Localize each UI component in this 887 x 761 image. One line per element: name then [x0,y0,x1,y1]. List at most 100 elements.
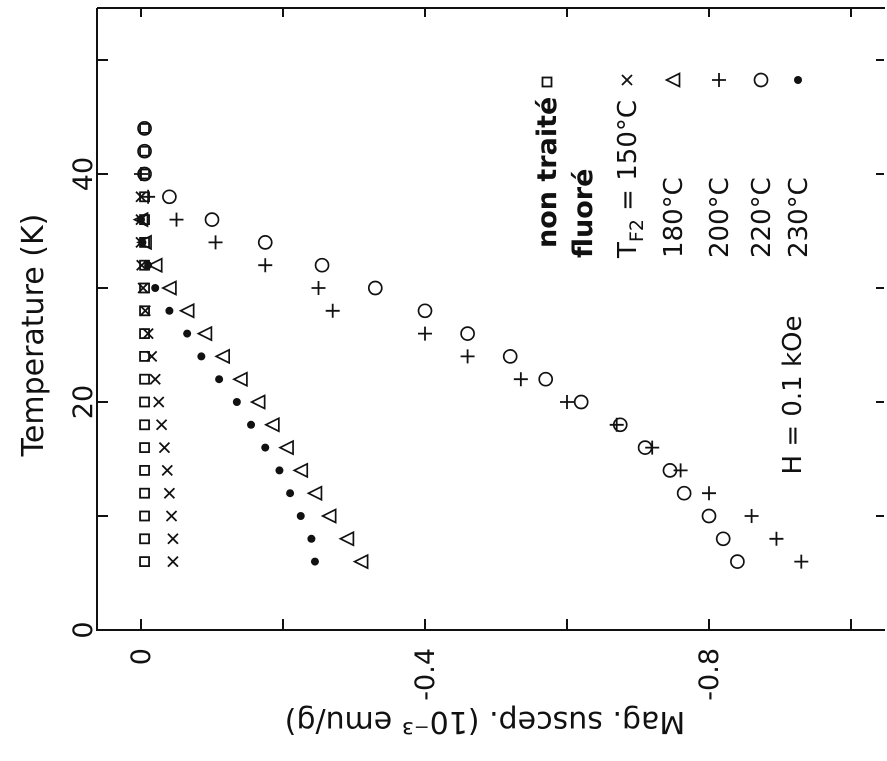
point-dot-13 [144,261,153,270]
point-x-8 [149,373,161,385]
point-triangle-3 [306,485,323,502]
point-dot-7 [232,398,241,406]
point-plus-11 [325,303,340,318]
point-triangle-5 [278,439,294,456]
point-square-12 [139,282,150,294]
point-triangle-11 [178,302,195,319]
point-x-7 [153,396,165,408]
point-plus-10 [418,326,432,341]
point-x-6 [155,419,168,431]
point-circle-16 [162,189,177,205]
point-dot-11 [165,306,174,315]
legend-label-0: non traité [532,97,563,248]
point-x-9 [146,350,158,363]
y-tick-label: 0 [126,648,157,665]
point-circle-7 [573,394,589,410]
point-triangle-1 [338,530,355,547]
point-triangle-9 [214,348,230,365]
x-axis-title: Temperature (K) [16,214,51,458]
legend-marker-plus [712,73,726,87]
point-circle-3 [676,485,692,501]
point-square-6 [139,419,150,431]
point-x-3 [163,487,176,499]
point-circle-18 [137,143,152,159]
point-triangle-2 [320,508,337,524]
legend: non traité fluoré TF2 = 150°C 180°C 200°C 220… [532,72,814,259]
point-dot-3 [286,489,295,498]
point-square-7 [139,396,150,408]
point-circle-4 [662,463,678,478]
legend-label-2: TF2 = 150°C [613,100,648,259]
point-circle-13 [314,257,330,273]
point-square-9 [139,350,150,362]
point-plus-16 [141,189,156,204]
x-tick-label: 0 [68,621,99,638]
point-plus-12 [311,281,326,295]
point-circle-1 [715,531,731,547]
point-plus-14 [208,235,223,250]
point-dot-0 [310,557,319,566]
point-square-18 [139,145,150,157]
point-plus-2 [744,509,759,523]
point-x-0 [167,555,179,568]
legend-label-1: fluoré [568,169,599,258]
point-square-11 [139,305,150,317]
point-circle-6 [612,417,628,433]
point-dot-1 [307,534,316,543]
axes [96,7,885,631]
point-plus-9 [460,349,475,364]
point-dot-10 [183,329,192,338]
point-triangle-13 [146,257,163,274]
point-circle-9 [502,349,518,364]
x-axis-line [96,8,885,631]
point-circle-15 [204,212,220,227]
point-x-16 [135,191,147,203]
point-plus-3 [702,486,716,501]
legend-label-4: 200°C [705,177,735,258]
point-dot-12 [151,284,160,292]
point-dot-6 [247,420,256,429]
point-dot-8 [215,375,224,384]
point-square-4 [139,464,150,476]
ticks: 0 20 40 0 -0.4 -0.8 [68,8,884,701]
point-triangle-10 [196,325,213,342]
point-plus-7 [560,395,574,409]
point-x-1 [167,533,179,545]
x-tick-label: 40 [68,157,99,191]
point-triangle-12 [160,280,177,296]
point-plus-0 [794,554,809,569]
field-annotation: H = 0.1 kOe [778,316,808,475]
point-square-5 [139,442,150,454]
legend-label-6: 230°C [784,177,814,258]
point-square-8 [139,373,150,385]
legend-marker-circle [753,72,769,88]
point-triangle-7 [249,394,266,410]
data-marks [132,121,809,570]
point-square-1 [139,533,150,545]
point-circle-8 [538,371,554,387]
point-circle-19 [137,121,152,136]
point-circle-2 [701,508,717,524]
point-dot-9 [197,352,206,361]
point-triangle-8 [231,371,248,388]
point-circle-10 [460,326,475,341]
point-plus-15 [169,212,184,227]
point-dot-2 [296,512,305,520]
point-dot-5 [261,443,270,452]
point-circle-5 [637,440,653,455]
y-tick-label: -0.4 [410,648,441,701]
point-plus-13 [258,258,273,273]
y-axis-title: Mag. suscep. (10⁻³ emu/g) [285,704,686,739]
point-circle-17 [137,166,152,182]
legend-marker-x [621,74,633,86]
point-circle-12 [367,280,383,296]
point-triangle-4 [292,462,309,479]
point-dot-15 [137,215,145,224]
point-x-10 [142,327,154,340]
point-dot-4 [275,466,284,475]
point-square-3 [139,487,150,499]
point-triangle-6 [263,416,280,433]
point-circle-11 [417,303,433,319]
